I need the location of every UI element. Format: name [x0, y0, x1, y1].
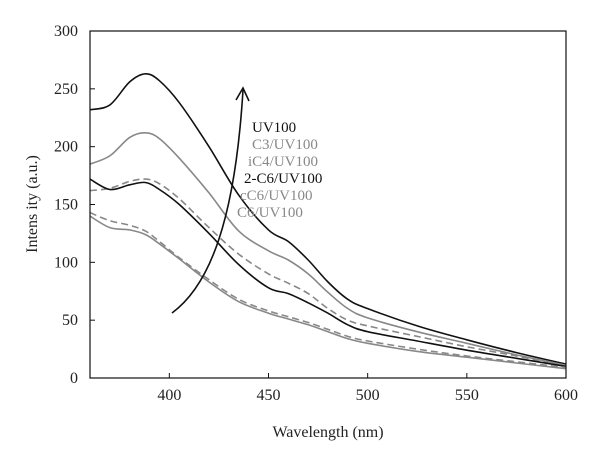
x-tick-label: 600	[554, 387, 578, 404]
plot-frame	[89, 30, 567, 379]
legend-label: C3/UV100	[252, 137, 318, 153]
series-line-6	[89, 215, 567, 370]
x-axis-title: Wavelength (nm)	[272, 424, 383, 441]
legend-label: 2-C6/UV100	[244, 171, 322, 187]
series-line-5	[89, 211, 567, 369]
y-tick-label: 0	[70, 370, 78, 387]
y-tick-label: 50	[62, 312, 78, 329]
legend-label: UV100	[252, 120, 296, 136]
legend-label: cC6/UV100	[240, 188, 313, 204]
y-tick-label: 200	[54, 139, 78, 156]
arrow-head-icon	[235, 86, 250, 102]
series-line-1	[89, 72, 567, 365]
y-tick-label: 150	[54, 197, 78, 214]
y-axis-title: Intens ity (a.u.)	[24, 155, 41, 253]
series-line-3	[89, 178, 567, 368]
x-tick-label: 400	[157, 387, 181, 404]
legend-label: iC4/UV100	[248, 154, 318, 170]
y-tick-label: 100	[54, 254, 78, 271]
series-line-4	[89, 178, 567, 368]
y-tick-label: 250	[54, 81, 78, 98]
legend: UV100C3/UV100iC4/UV1002-C6/UV100cC6/UV10…	[237, 120, 322, 221]
annotation-layer	[171, 86, 250, 314]
x-tick-label: 500	[356, 387, 380, 404]
legend-label: C6/UV100	[237, 205, 303, 221]
series-layer	[89, 72, 567, 370]
y-tick-label: 300	[54, 23, 78, 40]
series-line-2	[89, 131, 567, 367]
x-tick-label: 450	[257, 387, 281, 404]
ticks-layer: 400 450 500 550 600 0 50 100 150 200 250 300	[54, 23, 578, 404]
trend-arrow	[171, 89, 244, 314]
x-tick-label: 550	[455, 387, 479, 404]
